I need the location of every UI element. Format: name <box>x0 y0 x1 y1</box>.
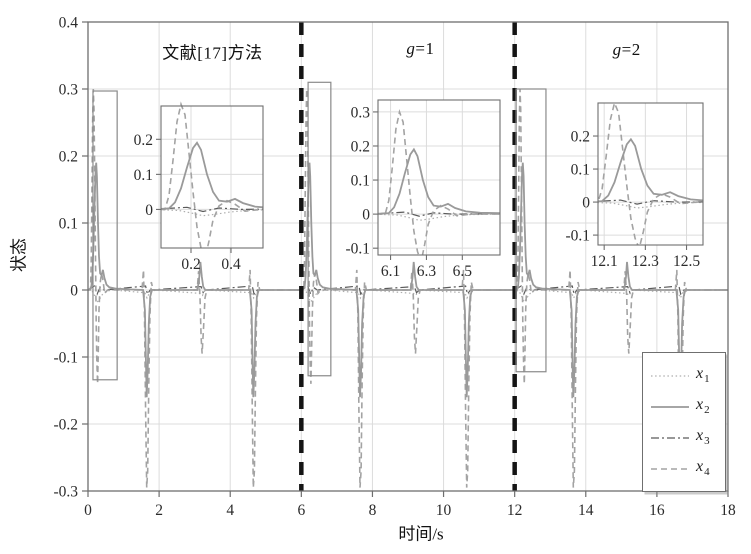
x2-solid-line-icon <box>651 405 689 408</box>
g1-value: =1 <box>415 38 435 58</box>
section-separators <box>299 22 517 491</box>
y-axis-label: 状态 <box>9 238 29 272</box>
inset2-x-tick-6.3: 6.3 <box>417 263 437 280</box>
inset1-y-tick-0.1: 0.1 <box>134 167 153 184</box>
y-tick-label--0.3: -0.3 <box>53 484 78 501</box>
inset1-x-tick-0.4: 0.4 <box>221 256 241 273</box>
x1-dotted-line-icon <box>651 374 689 377</box>
inset-plot-3: 12.1 12.3 12.5 -0.1 0 0.1 0.2 <box>565 100 704 270</box>
section-label-ref17-method: 文献[17]方法 <box>162 43 263 63</box>
legend-label-x4: x4 <box>696 457 710 479</box>
legend-label-x1: x1 <box>696 364 710 386</box>
x3-dashdot-line-icon <box>651 436 689 439</box>
x-tick-label-18: 18 <box>720 502 736 519</box>
inset2-x-tick-6.1: 6.1 <box>381 263 400 280</box>
series-x3 <box>88 285 728 296</box>
x-tick-label-12: 12 <box>507 502 523 519</box>
y-tick-label-0.4: 0.4 <box>59 15 79 32</box>
legend: x1 x2 x3 x4 <box>642 352 726 492</box>
inset3-y-tick-0: 0 <box>582 195 590 212</box>
legend-label-x2: x2 <box>696 395 710 417</box>
g2-variable: g <box>612 40 622 60</box>
x-tick-label-0: 0 <box>84 502 92 519</box>
y-tick-label-0.1: 0.1 <box>59 216 78 233</box>
legend-item-x1: x1 <box>650 364 723 386</box>
series-x2 <box>88 162 728 398</box>
x-tick-label-16: 16 <box>649 502 665 519</box>
series-x4 <box>88 88 728 488</box>
inset2-y-tick-0.2: 0.2 <box>351 138 370 155</box>
inset-plot-2: 6.1 6.3 6.5 -0.1 0 0.1 0.2 0.3 <box>345 99 501 280</box>
legend-label-x3: x3 <box>696 426 710 448</box>
inset3-y-tick-0.1: 0.1 <box>571 162 590 179</box>
inset1-y-tick-0: 0 <box>145 202 153 219</box>
section-label-g1: g=1 <box>406 39 434 59</box>
zoom-rect-1 <box>92 90 118 381</box>
inset2-y-tick--0.1: -0.1 <box>345 241 370 258</box>
inset-plot-1: 0.2 0.4 0 0.1 0.2 <box>134 101 264 273</box>
main-series <box>88 88 728 488</box>
g1-variable: g <box>406 38 416 58</box>
x-tick-label-6: 6 <box>297 502 305 519</box>
x-tick-label-14: 14 <box>578 502 594 519</box>
y-tick-label--0.2: -0.2 <box>53 417 78 434</box>
legend-item-x4: x4 <box>650 457 723 479</box>
zoom-rectangles <box>92 81 547 381</box>
inset3-x-tick-12.1: 12.1 <box>591 253 618 270</box>
section-label-g2: g=2 <box>613 40 641 60</box>
g2-value: =2 <box>621 40 641 60</box>
y-tick-label-0: 0 <box>70 283 78 300</box>
inset1-x-tick-0.2: 0.2 <box>181 256 200 273</box>
y-tick-label-0.2: 0.2 <box>59 149 78 166</box>
legend-item-x3: x3 <box>650 426 723 448</box>
x-tick-label-8: 8 <box>369 502 377 519</box>
zoom-rect-3 <box>515 88 547 373</box>
inset2-y-tick-0: 0 <box>362 207 370 224</box>
inset1-y-tick-0.2: 0.2 <box>134 132 153 149</box>
x-axis-label: 时间/s <box>398 524 444 544</box>
inset3-x-tick-12.3: 12.3 <box>632 253 659 270</box>
inset3-y-tick--0.1: -0.1 <box>565 228 590 245</box>
x4-dashed-line-icon <box>651 467 689 470</box>
inset3-y-tick-0.2: 0.2 <box>571 129 590 146</box>
inset2-y-tick-0.1: 0.1 <box>351 173 370 190</box>
y-tick-label--0.1: -0.1 <box>53 350 78 367</box>
legend-item-x2: x2 <box>650 395 723 417</box>
inset3-x-tick-12.5: 12.5 <box>673 253 700 270</box>
main-axes: 0 2 4 6 8 10 12 14 16 18 -0.3 -0.2 -0.1 0 0.1 0.2 0.3 0.4 <box>53 15 736 520</box>
zoom-rect-2 <box>307 81 332 377</box>
inset2-x-tick-6.5: 6.5 <box>453 263 473 280</box>
y-tick-label-0.3: 0.3 <box>59 82 79 99</box>
x-tick-label-2: 2 <box>155 502 163 519</box>
x-tick-label-4: 4 <box>226 502 234 519</box>
x-tick-label-10: 10 <box>436 502 452 519</box>
inset2-y-tick-0.3: 0.3 <box>351 104 371 121</box>
